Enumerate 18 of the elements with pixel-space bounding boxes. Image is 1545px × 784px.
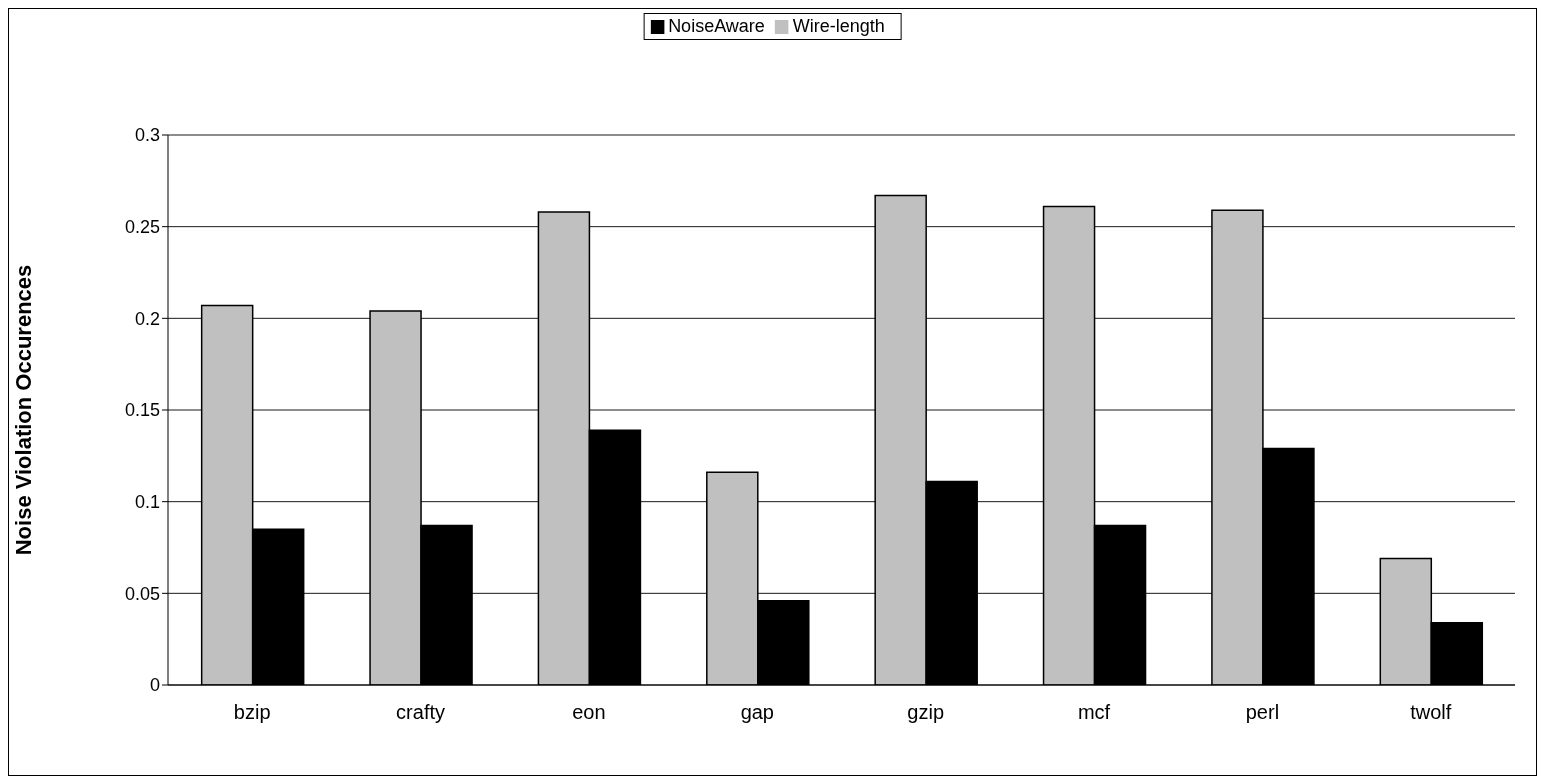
y-tick-label: 0.2 xyxy=(134,308,160,329)
x-tick-label: gap xyxy=(740,701,774,724)
y-tick-label: 0.1 xyxy=(134,492,160,513)
y-tick-label: 0 xyxy=(149,675,160,696)
y-tick-label: 0.25 xyxy=(124,217,160,238)
y-tick-label: 0.3 xyxy=(134,125,160,146)
x-tick-label: eon xyxy=(572,701,606,724)
x-tick-label: perl xyxy=(1245,701,1280,724)
x-tick-label: crafty xyxy=(396,701,446,724)
legend-label: Wire-length xyxy=(792,16,885,36)
x-tick-label: mcf xyxy=(1077,701,1111,724)
y-tick-label: 0.15 xyxy=(124,400,160,421)
x-tick-label: gzip xyxy=(907,701,945,724)
y-axis-title: Noise Violation Occurences xyxy=(10,264,36,556)
y-tick-label: 0.05 xyxy=(124,583,160,604)
x-tick-label: bzip xyxy=(233,701,271,724)
legend-label: NoiseAware xyxy=(668,16,765,36)
x-tick-label: twolf xyxy=(1410,701,1452,724)
